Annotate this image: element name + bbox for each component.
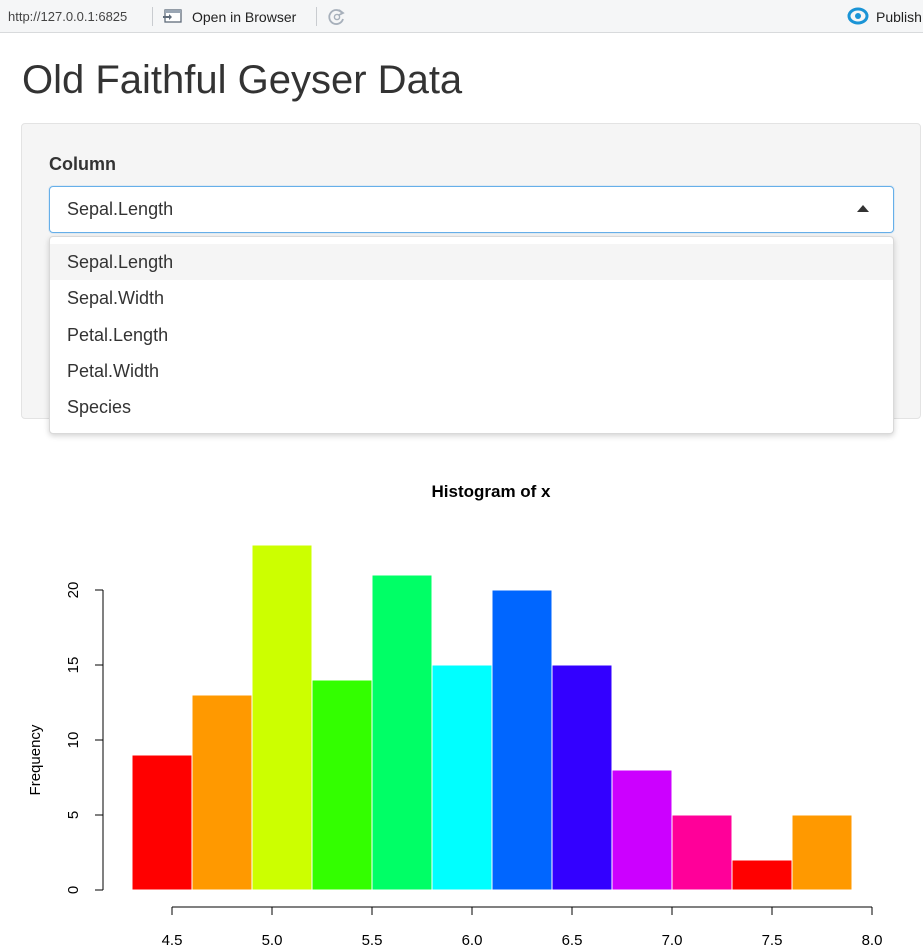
publish-icon: [846, 7, 870, 28]
open-in-browser-label: Open in Browser: [192, 9, 297, 25]
x-tick-label: 4.5: [162, 932, 183, 949]
x-tick-label: 7.0: [662, 932, 683, 949]
chart-title: Histogram of x: [431, 482, 551, 501]
column-select[interactable]: Sepal.Length: [49, 186, 894, 233]
publish-label: Publish: [876, 9, 922, 25]
page-title: Old Faithful Geyser Data: [22, 58, 463, 102]
toolbar-divider: [316, 7, 317, 26]
dropdown-option-sepal-length[interactable]: Sepal.Length: [50, 244, 893, 280]
dropdown-option-petal-length[interactable]: Petal.Length: [67, 325, 169, 345]
histogram-bar: [191, 694, 253, 891]
y-tick-label: 0: [65, 886, 82, 894]
histogram-bar: [311, 679, 373, 891]
open-in-browser-button[interactable]: Open in Browser: [162, 5, 296, 29]
histogram-bar: [611, 769, 673, 891]
x-tick-label: 5.5: [362, 932, 383, 949]
browser-window-icon: [162, 7, 184, 28]
y-tick-label: 5: [65, 811, 82, 819]
url-label: http://127.0.0.1:6825: [8, 9, 128, 24]
column-select-dropdown: Sepal.Length Sepal.Width Petal.Length Pe…: [49, 236, 894, 434]
x-tick-label: 7.5: [762, 932, 783, 949]
histogram-bar: [731, 859, 793, 891]
histogram-bar: [491, 589, 553, 891]
histogram-bar: [431, 664, 493, 891]
x-tick-label: 6.5: [562, 932, 583, 949]
dropdown-option-species[interactable]: Species: [67, 397, 132, 417]
y-tick-label: 20: [65, 582, 82, 599]
x-tick-label: 5.0: [262, 932, 283, 949]
histogram-bar: [671, 814, 733, 891]
dropdown-option-petal-width[interactable]: Petal.Width: [67, 361, 160, 381]
toolbar-divider: [152, 7, 153, 26]
histogram-bar: [791, 814, 853, 891]
histogram-bar: [251, 544, 313, 891]
column-select-label: Column: [49, 154, 116, 174]
y-axis-label: Frequency: [27, 724, 44, 795]
caret-up-icon: [857, 205, 869, 212]
y-tick-label: 15: [65, 657, 82, 674]
x-tick-label: 6.0: [462, 932, 483, 949]
refresh-button[interactable]: [326, 7, 348, 27]
refresh-icon: [328, 9, 345, 25]
y-tick-label: 10: [65, 732, 82, 749]
viewer-toolbar: http://127.0.0.1:6825 Open in Browser: [0, 0, 923, 33]
histogram-plot: Histogram of x 4.5 5.0 5.5 6.0 6.5 7.0 7.5 8.0 …: [27, 482, 883, 949]
histogram-bar: [371, 574, 433, 891]
dropdown-option-sepal-width[interactable]: Sepal.Width: [67, 288, 165, 308]
column-select-value: Sepal.Length: [67, 199, 174, 219]
x-tick-label: 8.0: [862, 932, 883, 949]
publish-button[interactable]: Publish: [846, 5, 922, 29]
histogram-bar: [131, 754, 193, 891]
histogram-bar: [551, 664, 613, 891]
